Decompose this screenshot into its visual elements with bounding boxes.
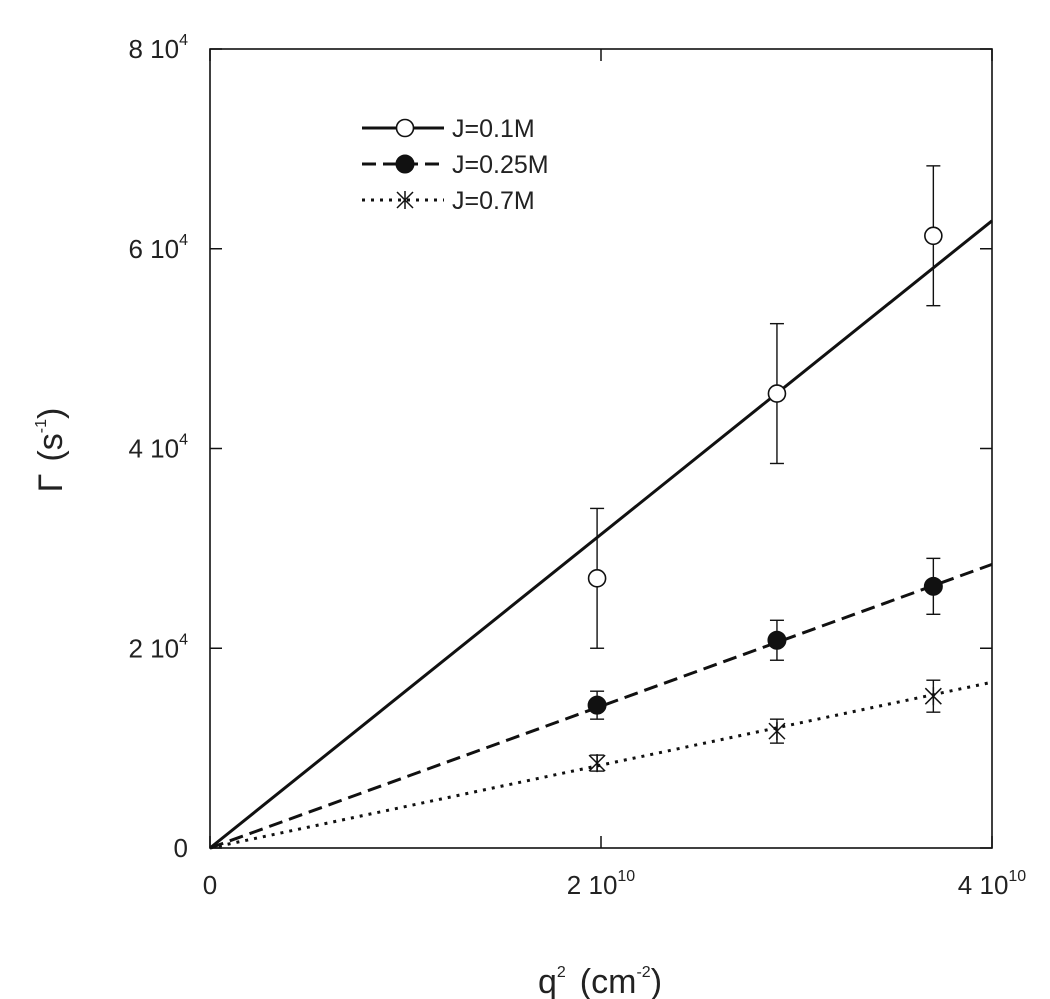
y-tick-label: 2 104 [128, 631, 188, 663]
legend-label-series-2: J=0.25M [452, 151, 549, 179]
data-point-series-2 [587, 695, 607, 715]
x-tick-label: 0 [203, 870, 217, 900]
axis-ticks: 0 2 1010 4 1010 0 2 104 4 104 6 104 8 104 [128, 32, 1026, 900]
legend: J=0.1M J=0.25M J=0.7M [362, 115, 549, 215]
data-point-series-2 [767, 630, 787, 650]
x-tick-label: 4 1010 [958, 868, 1027, 900]
y-tick-label: 0 [174, 833, 188, 863]
legend-marker-series-1 [395, 118, 415, 138]
legend-marker-series-2 [395, 154, 415, 174]
plot-border [209, 48, 993, 849]
data-point-series-3 [588, 754, 606, 773]
data-point-series-3 [924, 687, 942, 706]
fit-line-series-1 [209, 219, 993, 850]
y-tick-label: 4 104 [128, 432, 188, 464]
y-tick-label: 6 104 [128, 232, 188, 264]
y-tick-label: 8 104 [128, 32, 188, 64]
legend-marker-series-3 [396, 191, 414, 209]
fit-lines [209, 219, 993, 850]
plot-frame [209, 48, 993, 849]
data-point-series-3 [768, 722, 786, 741]
x-tick-label: 2 1010 [567, 868, 636, 900]
fit-line-series-2 [209, 562, 993, 850]
data-point-series-2 [923, 576, 943, 596]
legend-label-series-1: J=0.1M [452, 115, 535, 143]
data-point-series-1 [767, 384, 787, 403]
legend-label-series-3: J=0.7M [452, 187, 535, 215]
markers [587, 165, 943, 773]
fit-line-series-3 [209, 680, 993, 850]
data-point-series-1 [924, 226, 943, 246]
y-axis-label: Γ(s-1) [32, 408, 70, 493]
x-axis-label: q2 (cm-2) [538, 963, 662, 999]
data-point-series-1 [587, 569, 607, 588]
